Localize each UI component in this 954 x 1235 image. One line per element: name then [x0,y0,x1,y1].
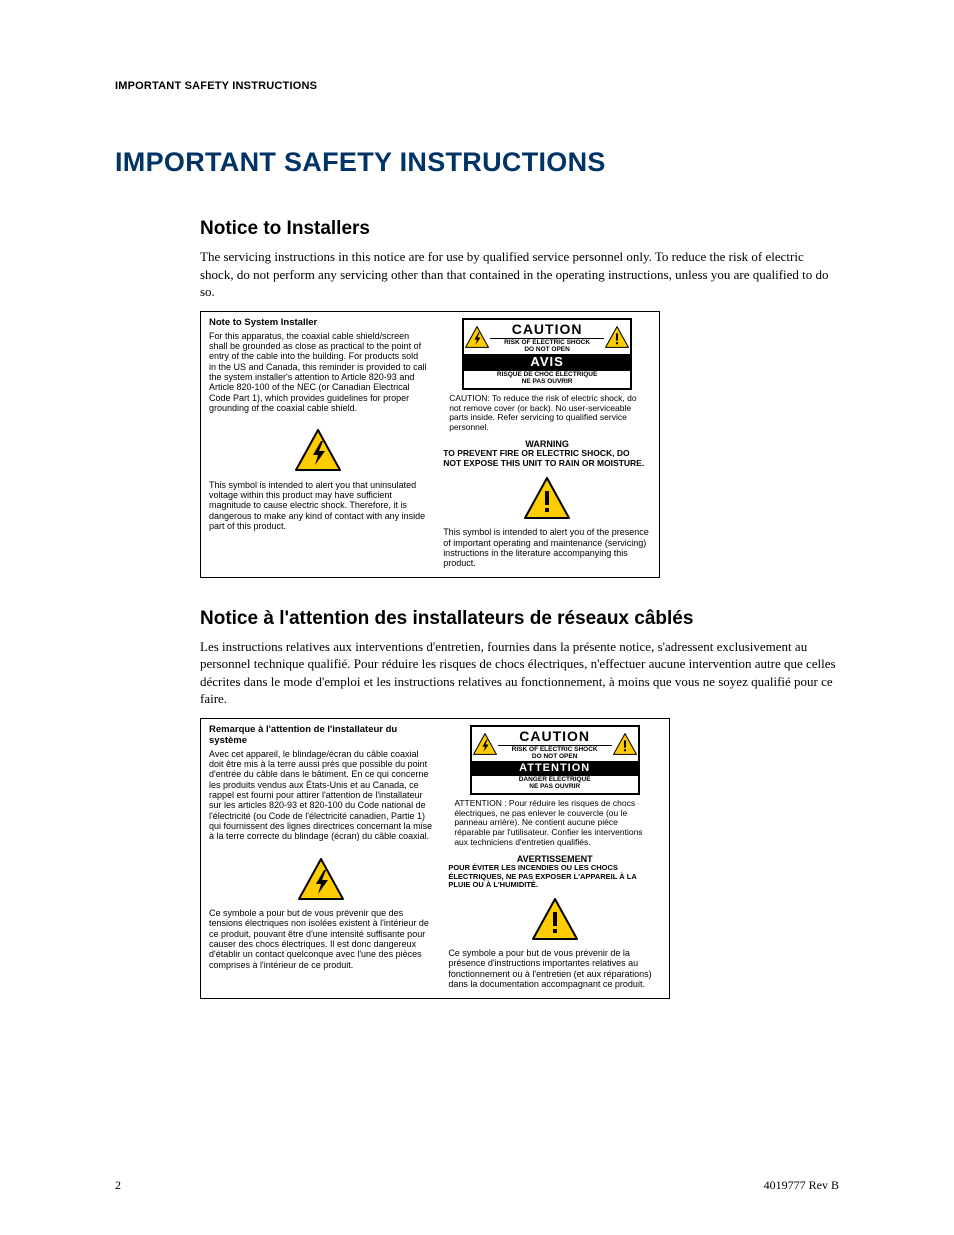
page-title: IMPORTANT SAFETY INSTRUCTIONS [115,147,839,178]
bolt-symbol-text-fr: Ce symbole a pour but de vous prévenir q… [209,908,432,970]
bolt-triangle-icon [464,325,490,349]
excl-triangle-icon [612,732,638,756]
running-header: IMPORTANT SAFETY INSTRUCTIONS [115,80,839,92]
page-number: 2 [115,1178,121,1193]
notice-installers-fr: Notice à l'attention des installateurs d… [200,608,839,999]
excl-triangle-icon [604,325,630,349]
excl-triangle-icon [522,475,572,521]
safety-diagram-en: Note to System Installer For this appara… [200,311,660,578]
caution-sub2-fr: DO NOT OPEN [532,753,578,760]
bolt-triangle-icon [296,856,346,902]
notice-installers-en: Notice to Installers The servicing instr… [200,218,839,578]
bolt-symbol-text-en: This symbol is intended to alert you tha… [209,480,427,532]
caution-box-en: CAUTION RISK OF ELECTRIC SHOCKDO NOT OPE… [462,318,632,390]
warning-text-fr: POUR ÉVITER LES INCENDIES OU LES CHOCS É… [448,864,657,890]
excl-symbol-text-fr: Ce symbole a pour but de vous prévenir d… [448,948,661,989]
section-heading-en: Notice to Installers [200,218,839,240]
note-title-fr: Remarque à l'attention de l'installateur… [209,725,432,747]
avis-header: AVIS [464,354,630,371]
avis-sub2-fr: NE PAS OUVRIR [529,783,580,790]
section-heading-fr: Notice à l'attention des installateurs d… [200,608,839,630]
note-text-en: For this apparatus, the coaxial cable sh… [209,331,427,414]
safety-diagram-fr: Remarque à l'attention de l'installateur… [200,718,670,999]
bolt-triangle-icon [472,732,498,756]
page-footer: 2 4019777 Rev B [115,1178,839,1193]
avis-sub2: NE PAS OUVRIR [522,378,573,385]
section-body-en: The servicing instructions in this notic… [200,248,839,301]
excl-triangle-icon [530,896,580,942]
caution-text-fr: ATTENTION : Pour réduire les risques de … [454,799,655,848]
note-title-en: Note to System Installer [209,318,427,329]
caution-header-fr: CAUTION [498,727,612,746]
caution-box-fr: CAUTION RISK OF ELECTRIC SHOCKDO NOT OPE… [470,725,640,795]
note-text-fr: Avec cet appareil, le blindage/écran du … [209,749,432,842]
bolt-triangle-icon [293,427,343,473]
caution-text-en: CAUTION: To reduce the risk of electric … [449,394,645,433]
caution-header: CAUTION [490,320,604,339]
warning-text-en: TO PREVENT FIRE OR ELECTRIC SHOCK, DO NO… [443,449,647,469]
excl-symbol-text-en: This symbol is intended to alert you of … [443,527,651,568]
section-body-fr: Les instructions relatives aux intervent… [200,638,839,708]
doc-revision: 4019777 Rev B [764,1178,839,1193]
attention-header-fr: ATTENTION [472,761,638,776]
caution-sub2: DO NOT OPEN [524,346,570,353]
